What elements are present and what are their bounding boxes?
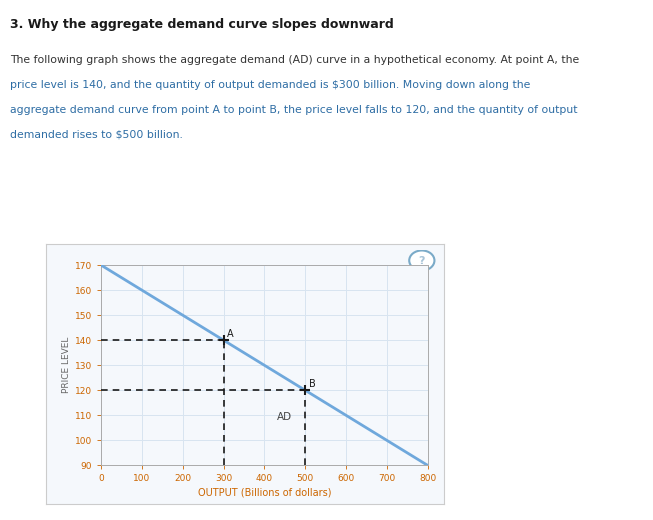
Y-axis label: PRICE LEVEL: PRICE LEVEL bbox=[62, 337, 71, 394]
X-axis label: OUTPUT (Billions of dollars): OUTPUT (Billions of dollars) bbox=[198, 488, 331, 498]
Text: B: B bbox=[309, 379, 315, 388]
Text: 3. Why the aggregate demand curve slopes downward: 3. Why the aggregate demand curve slopes… bbox=[10, 18, 394, 31]
Circle shape bbox=[409, 251, 434, 270]
Text: ?: ? bbox=[419, 256, 425, 266]
Text: A: A bbox=[227, 329, 234, 339]
Text: demanded rises to $500 billion.: demanded rises to $500 billion. bbox=[10, 129, 183, 139]
Text: price level is 140, and the quantity of output demanded is $300 billion. Moving : price level is 140, and the quantity of … bbox=[10, 80, 530, 89]
Text: AD: AD bbox=[277, 412, 292, 422]
Text: The following graph shows the aggregate demand (AD) curve in a hypothetical econ: The following graph shows the aggregate … bbox=[10, 55, 579, 64]
Text: aggregate demand curve from point A to point B, the price level falls to 120, an: aggregate demand curve from point A to p… bbox=[10, 105, 577, 114]
